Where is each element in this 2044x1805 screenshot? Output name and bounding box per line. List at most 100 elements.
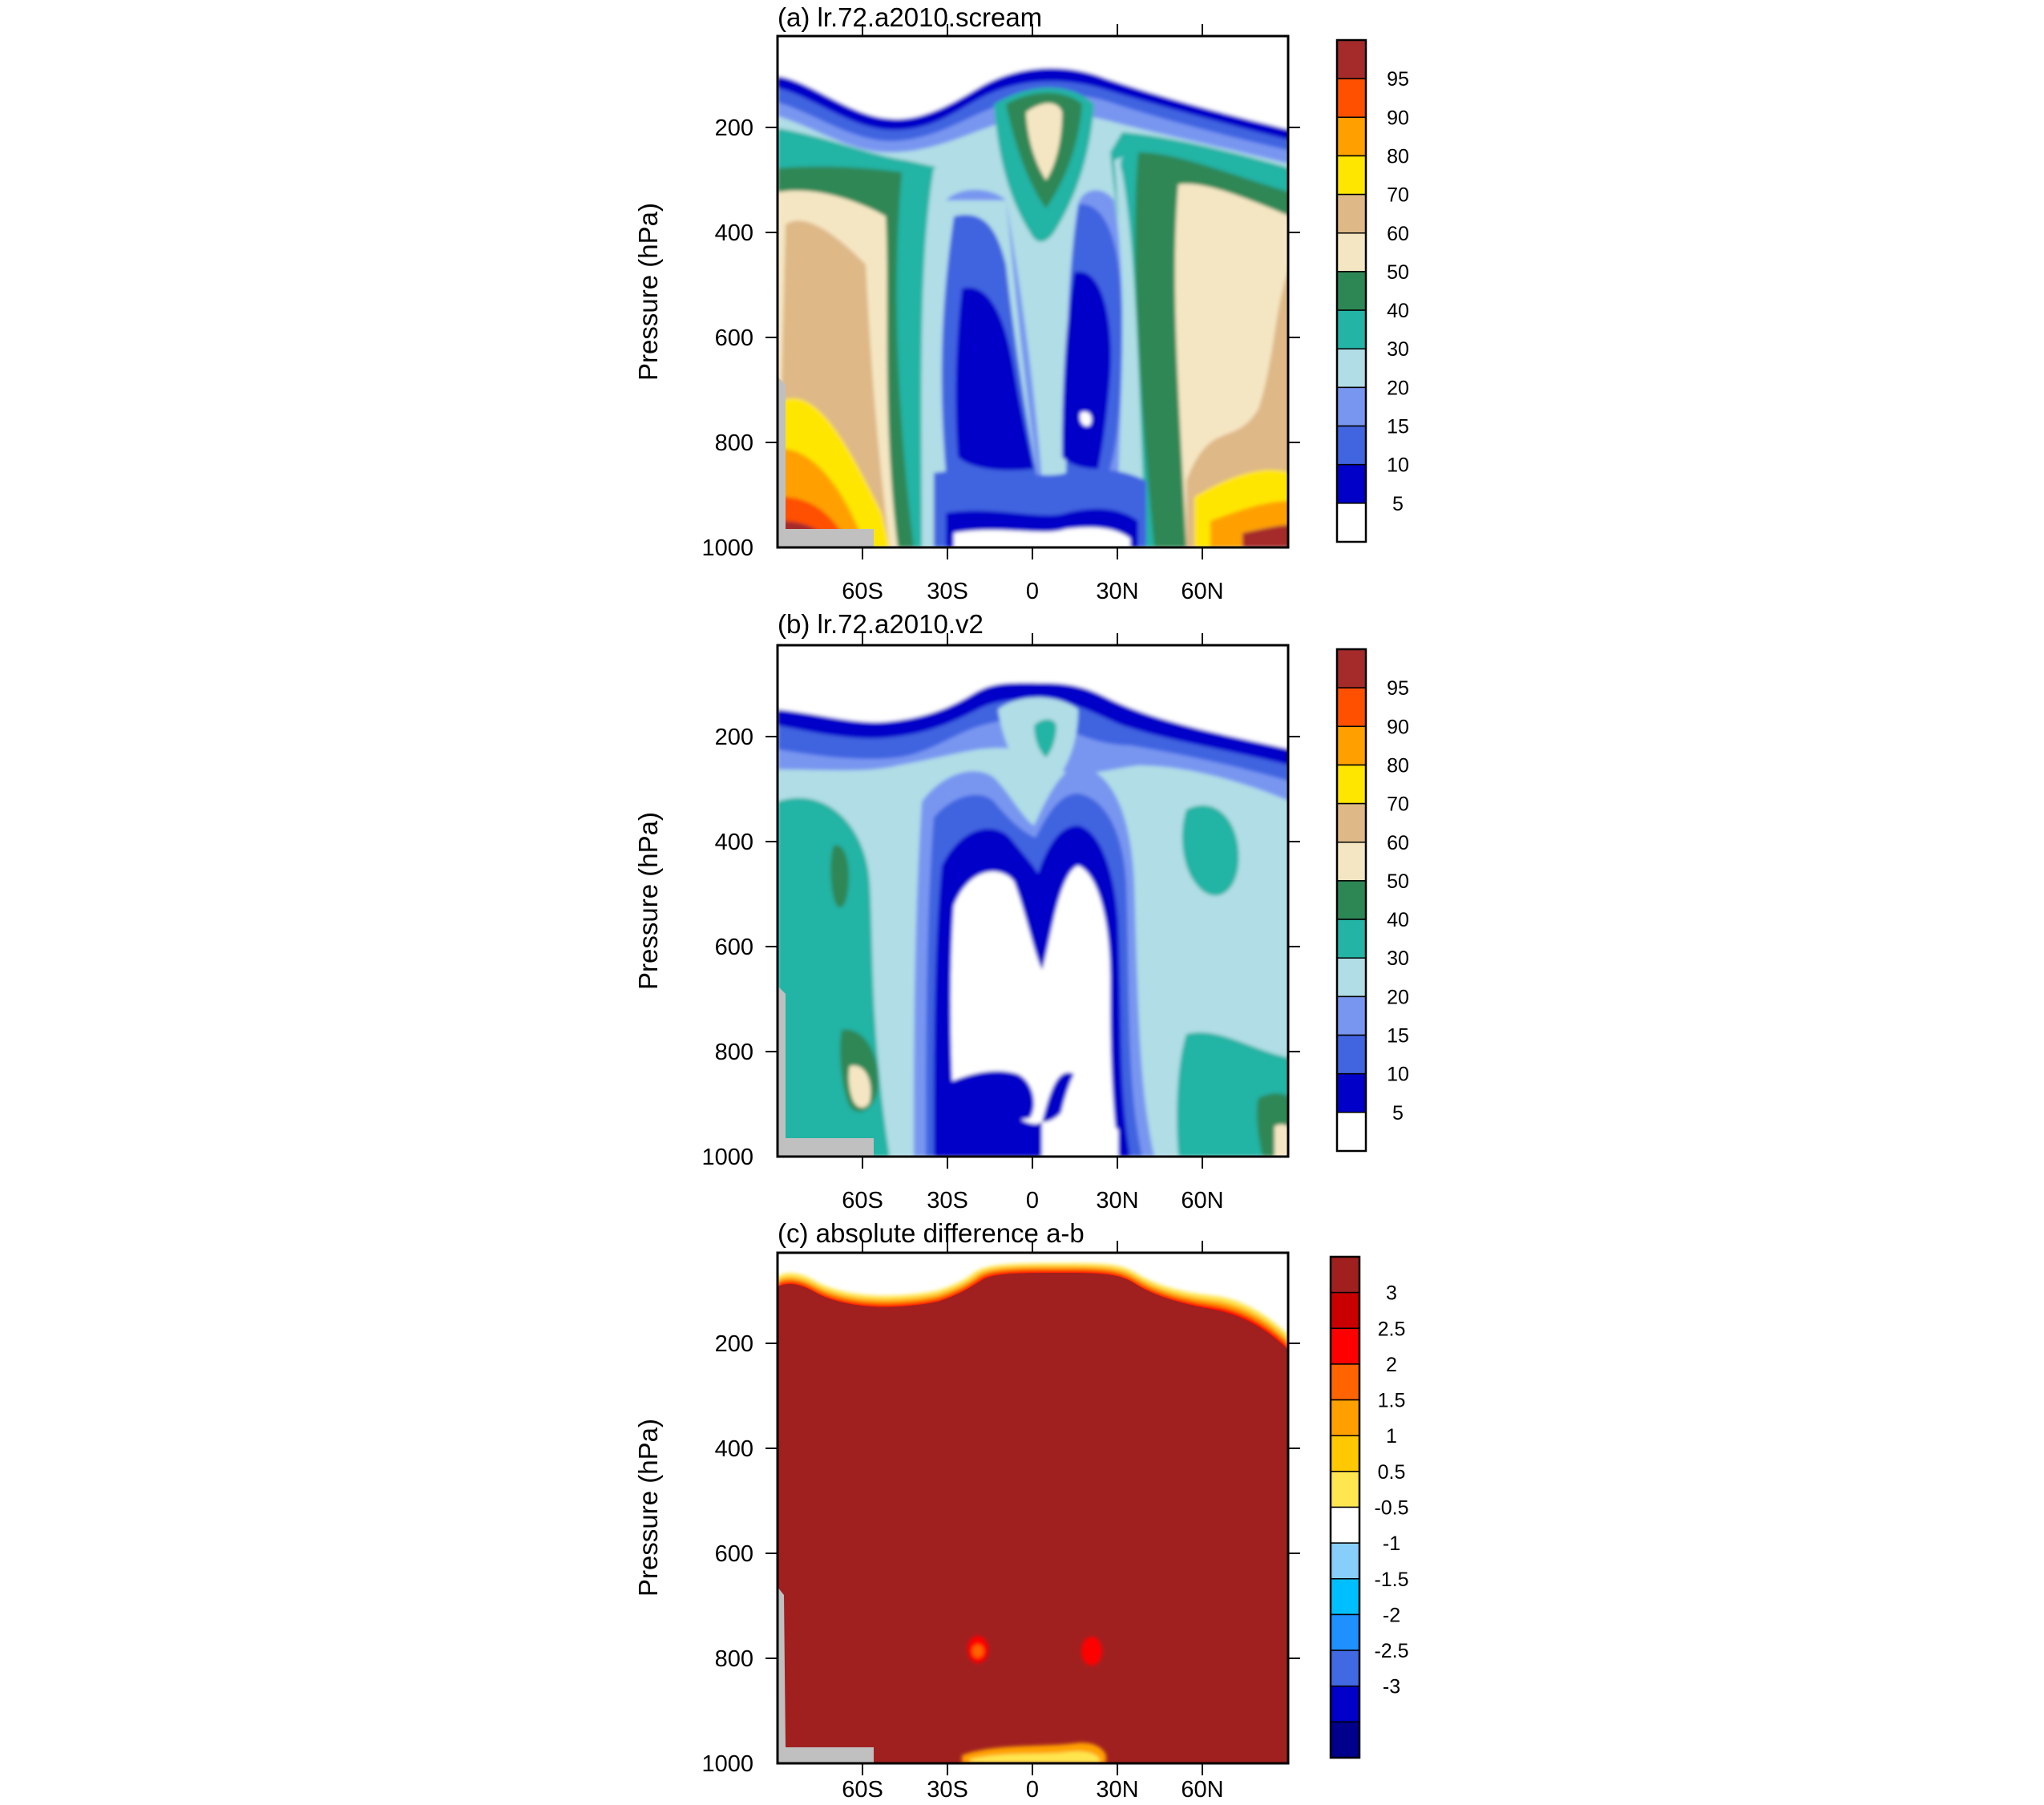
colorbar-label: 80 [1387,145,1409,168]
a-xtick-30S: 30S [927,579,968,604]
colorbar-label: -1 [1383,1532,1400,1555]
b-xtick-30S: 30S [927,1188,968,1213]
a-ytick-800: 800 [715,430,753,456]
colorbar-swatch [1330,1721,1360,1759]
colorbar-swatch [1330,1650,1360,1687]
panel-c-axes: 200 400 600 800 1000 60S 30S 0 30N 60N P… [633,1241,1300,1803]
colorbar-swatch [1336,503,1367,543]
b-trop-dark-lowblob [934,1071,1034,1126]
colorbar-frame [1329,1255,1361,1759]
colorbar-label: 95 [1387,68,1409,91]
colorbar-swatch [1336,78,1367,119]
panel-a-contours [778,36,1288,547]
panel-b-contours [778,645,1288,1157]
colorbar-label: 2 [1386,1354,1397,1376]
panel-b-colorbar: 95 90 80 70 60 50 40 30 20 15 10 5 [1335,648,1409,1153]
b-plume-teal [1034,719,1056,757]
colorbar-label: -3 [1383,1676,1400,1698]
colorbar-label: 2.5 [1378,1318,1406,1340]
colorbar-swatch [1330,1291,1360,1330]
colorbar-label: 90 [1387,716,1409,738]
c-xtick-60N: 60N [1181,1777,1223,1803]
a-ytick-1000: 1000 [701,535,753,561]
a-ytick-200: 200 [715,115,753,141]
b-xtick-60N: 60N [1181,1188,1223,1213]
colorbar-swatch [1336,193,1367,234]
a-xtick-30N: 30N [1096,579,1138,604]
colorbar-label: 15 [1387,416,1409,438]
panel-b-title: (b) lr.72.a2010.v2 [778,609,984,639]
b-ytick-1000: 1000 [701,1145,753,1170]
colorbar-frame [1335,648,1367,1153]
colorbar-label: 70 [1387,184,1409,207]
panel-a: (a) lr.72.a2010.scream [633,2,1409,604]
panel-c-y-ticks [765,1343,1300,1659]
b-ytick-800: 800 [715,1040,753,1065]
panel-c-x-ticks [862,1241,1203,1775]
colorbar-swatch [1336,1034,1367,1075]
colorbar-swatch [1336,155,1367,196]
colorbar-label: 50 [1387,870,1409,893]
panel-b-axes: 200 400 600 800 1000 60S 30S 0 30N 60N P… [633,633,1300,1213]
a-lower-white [954,527,1130,547]
b-topography [778,986,874,1157]
colorbar-swatch [1336,919,1367,959]
b-xtick-30N: 30N [1096,1188,1138,1213]
a-tropical-white-north [1080,411,1092,426]
colorbar-swatch [1330,1506,1360,1544]
colorbar-label: 20 [1387,986,1409,1008]
colorbar-swatch [1336,463,1367,504]
colorbar-swatch [1336,648,1367,688]
colorbar-swatch [1336,995,1367,1036]
colorbar-label: 40 [1387,909,1409,931]
colorbar-swatch [1330,1471,1360,1508]
colorbar-swatch [1330,1435,1360,1472]
colorbar-label: 70 [1387,793,1409,816]
colorbar-label: 30 [1387,947,1409,970]
a-ylabel: Pressure (hPa) [633,203,663,381]
c-xtick-30N: 30N [1096,1777,1138,1803]
c-xtick-30S: 30S [927,1777,968,1803]
colorbar-label: 3 [1386,1282,1397,1305]
colorbar-swatch [1336,687,1367,728]
a-ytick-400: 400 [715,220,753,246]
colorbar-label: 5 [1392,493,1404,515]
c-ytick-200: 200 [715,1331,753,1357]
panel-a-axes: 200 400 600 800 1000 60S 30S 0 30N 60N P… [633,24,1300,604]
colorbar-swatch [1330,1578,1360,1616]
colorbar-swatch [1336,425,1367,466]
colorbar-swatch [1336,348,1367,389]
c-ylabel: Pressure (hPa) [633,1419,663,1597]
panel-b-x-ticks [862,633,1203,1169]
colorbar-label: 50 [1387,261,1409,284]
c-surface-yellow [970,1751,1100,1763]
colorbar-swatch [1330,1542,1360,1580]
colorbar-swatch [1336,957,1367,998]
b-xtick-0: 0 [1026,1188,1039,1213]
c-spot-north [1081,1637,1102,1666]
colorbar-swatch [1330,1256,1360,1294]
b-xtick-60S: 60S [842,1188,883,1213]
colorbar-swatch [1336,842,1367,882]
c-main-fill [778,1273,1288,1763]
colorbar-swatch [1330,1613,1360,1651]
c-ytick-400: 400 [715,1436,753,1462]
c-xtick-0: 0 [1026,1777,1039,1803]
colorbar-label: 10 [1387,1064,1409,1086]
b-ytick-200: 200 [715,725,753,750]
panel-c-title: (c) absolute difference a-b [778,1218,1085,1248]
a-xtick-60S: 60S [842,579,883,604]
c-ytick-800: 800 [715,1646,753,1672]
colorbar-swatch [1336,764,1367,805]
colorbar-label: 60 [1387,223,1409,245]
colorbar-swatch [1330,1399,1360,1436]
a-ytick-600: 600 [715,325,753,351]
colorbar-label: 60 [1387,832,1409,854]
panel-c-colorbar: 3 2.5 2 1.5 1 0.5 -0.5 -1 -1.5 -2 -2.5 -3 [1329,1255,1409,1759]
panel-a-title: (a) lr.72.a2010.scream [778,2,1042,32]
colorbar-swatch [1336,1072,1367,1113]
c-ytick-600: 600 [715,1541,753,1567]
panel-a-x-ticks [862,24,1203,559]
colorbar-label: 90 [1387,107,1409,129]
colorbar-label: -2.5 [1374,1640,1408,1662]
